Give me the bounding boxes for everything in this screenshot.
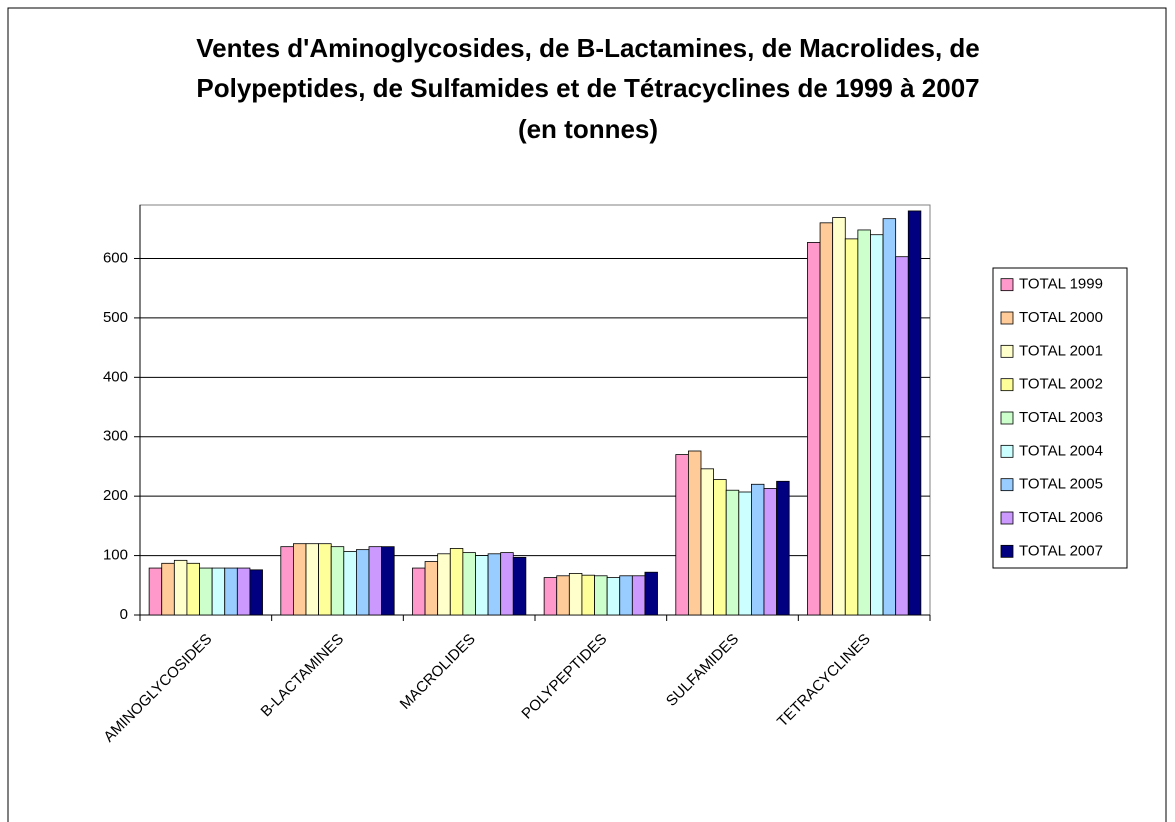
bar (556, 575, 570, 616)
legend-label: TOTAL 2001 (1019, 342, 1103, 359)
chart-title: Ventes d'Aminoglycosides, de B-Lactamine… (196, 33, 980, 63)
y-tick-label: 600 (103, 249, 128, 266)
bar (844, 238, 859, 616)
bar (355, 549, 370, 616)
bar (807, 242, 821, 616)
bar (236, 567, 251, 616)
bar (161, 562, 175, 616)
bar (713, 479, 727, 616)
legend-swatch (1000, 544, 1014, 558)
bar (305, 543, 320, 616)
bar (211, 567, 226, 616)
bar (776, 480, 790, 616)
bar (751, 483, 765, 616)
bar (568, 573, 583, 616)
bar (292, 543, 307, 616)
y-tick-label: 100 (103, 547, 128, 564)
legend-swatch (1000, 444, 1014, 458)
bar (412, 567, 426, 616)
bar (487, 553, 502, 616)
bar (475, 555, 489, 616)
bar (763, 488, 778, 616)
bar (644, 571, 658, 616)
bar (631, 575, 646, 616)
bar (832, 217, 846, 616)
legend-swatch (1000, 378, 1014, 392)
y-tick-label: 500 (103, 309, 128, 326)
plot-area (139, 204, 931, 616)
bar (173, 559, 188, 616)
legend-label: TOTAL 2003 (1019, 409, 1103, 426)
y-tick-label: 0 (120, 606, 128, 623)
legend-swatch (1000, 411, 1014, 425)
bar (424, 561, 439, 616)
bar (606, 577, 621, 616)
legend-swatch (1000, 278, 1014, 292)
legend-box (992, 267, 1128, 569)
bar (199, 567, 213, 616)
bar (619, 575, 633, 616)
bar (330, 546, 345, 616)
bar (819, 222, 834, 616)
legend-swatch (1000, 311, 1014, 325)
bar (280, 546, 294, 616)
legend-label: TOTAL 2004 (1019, 442, 1103, 459)
y-tick-label: 300 (103, 428, 128, 445)
bar (381, 546, 395, 616)
bar (437, 553, 451, 616)
bar (675, 454, 689, 616)
bar (186, 562, 200, 616)
legend-swatch (1000, 511, 1014, 525)
legend-label: TOTAL 2007 (1019, 542, 1103, 559)
bar (318, 543, 332, 616)
bar (907, 210, 922, 616)
bar (581, 574, 595, 616)
legend-label: TOTAL 2005 (1019, 476, 1103, 493)
bar (500, 552, 514, 616)
legend-label: TOTAL 2006 (1019, 509, 1103, 526)
chart-title: Polypeptides, de Sulfamides et de Tétrac… (196, 73, 979, 103)
y-tick-label: 400 (103, 368, 128, 385)
bar (449, 548, 464, 616)
bar (249, 569, 263, 616)
bar (343, 551, 357, 616)
bar (148, 567, 163, 616)
legend-swatch (1000, 478, 1014, 492)
bar (688, 450, 702, 616)
bar (857, 229, 871, 616)
bar (725, 489, 740, 616)
bar (368, 546, 383, 616)
bar (700, 468, 715, 616)
legend-swatch (1000, 344, 1014, 358)
legend-label: TOTAL 2000 (1019, 309, 1103, 326)
bar (895, 256, 909, 616)
bar (543, 577, 558, 616)
bar (738, 491, 752, 616)
y-tick-label: 200 (103, 487, 128, 504)
bar (224, 567, 238, 616)
legend-label: TOTAL 2002 (1019, 376, 1103, 393)
bar (594, 575, 608, 616)
bar (462, 552, 476, 616)
bar (882, 218, 897, 616)
legend-label: TOTAL 1999 (1019, 276, 1103, 293)
bar (512, 556, 527, 616)
bar (870, 234, 884, 616)
chart-title: (en tonnes) (518, 114, 658, 144)
